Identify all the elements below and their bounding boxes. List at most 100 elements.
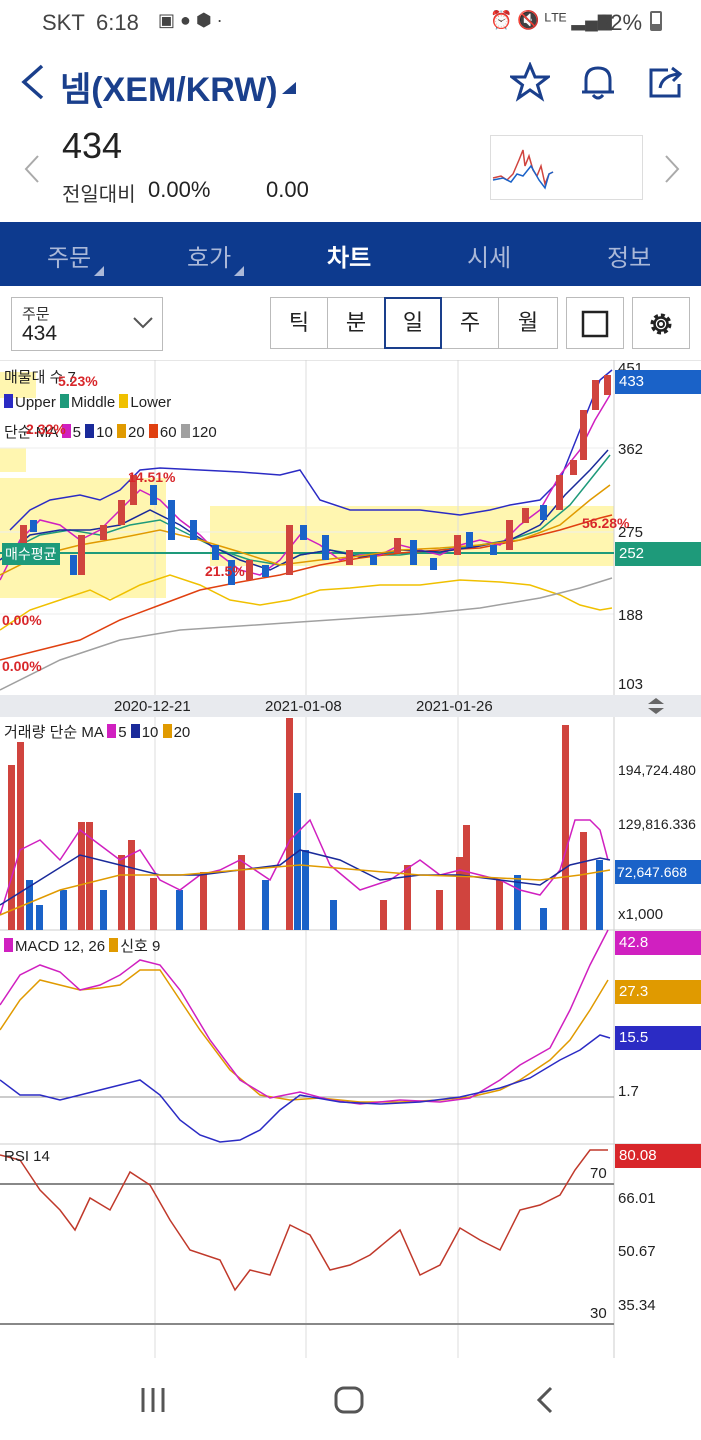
vol-ma20-label: 20 <box>173 724 191 741</box>
period-minute-button[interactable]: 분 <box>327 297 385 349</box>
y-tick: 103 <box>618 676 644 693</box>
tab-order[interactable]: 주문 <box>47 245 92 272</box>
chevron-down-icon <box>133 317 153 329</box>
macd-label: MACD 12, 26 <box>15 938 106 955</box>
layout-button[interactable] <box>566 297 624 349</box>
current-price: 434 <box>62 125 123 166</box>
ma20-label: 20 <box>128 424 145 441</box>
upper-band-label: Upper <box>15 394 56 411</box>
app-header: 넴(XEM/KRW) <box>0 44 701 120</box>
battery-level: 32% <box>598 10 643 35</box>
macd-swatch <box>4 938 13 952</box>
change-percent: 0.00% <box>148 177 211 202</box>
ma10-label: 10 <box>96 424 113 441</box>
order-select[interactable]: 주문 434 <box>11 297 163 351</box>
profile-label: 5.23% <box>58 373 98 389</box>
candlesticks <box>20 375 611 585</box>
tab-order-corner-icon <box>94 266 104 276</box>
upper-band-swatch <box>4 394 13 408</box>
profile-label: 21.5% <box>205 563 245 579</box>
middle-band-label: Middle <box>71 394 116 411</box>
volume-profile-legend: 매물대 수 7 <box>4 369 76 386</box>
settings-button[interactable] <box>632 297 690 349</box>
current-price-badge: 433 <box>615 370 701 394</box>
mini-chart-line <box>492 149 554 190</box>
y-tick: 275 <box>618 524 644 541</box>
period-day-button[interactable]: 일 <box>384 297 442 349</box>
period-week-button[interactable]: 주 <box>441 297 499 349</box>
ma60-swatch <box>148 424 158 438</box>
avg-price-label: 매수평균 <box>2 543 60 565</box>
x-label: 2020-12-21 <box>114 698 191 715</box>
volume-bars <box>8 718 603 930</box>
gear-icon <box>650 313 672 335</box>
avg-price-badge: 252 <box>615 542 701 566</box>
carrier: SKT <box>42 10 85 35</box>
volume-badge: 72,647.668 <box>615 860 701 884</box>
period-month-button[interactable]: 월 <box>498 297 558 349</box>
x-label: 2021-01-26 <box>416 698 493 715</box>
resize-handle-icon[interactable] <box>647 697 665 715</box>
macd-y-tick: 1.7 <box>618 1083 639 1100</box>
x-label: 2021-01-08 <box>265 698 342 715</box>
volume-legend: 거래량 단순 MA 5 10 20 <box>4 721 190 742</box>
square-icon <box>581 310 609 338</box>
volume-y-tick: 194,724.480 <box>618 762 696 778</box>
change-label: 전일대비 <box>62 184 136 206</box>
rsi-badge: 80.08 <box>615 1144 701 1168</box>
signal-badge: 27.3 <box>615 980 701 1004</box>
macd-legend: MACD 12, 26 신호 9 <box>4 935 160 956</box>
page-title[interactable]: 넴(XEM/KRW) <box>60 71 278 109</box>
profile-label: 14.51% <box>128 469 176 485</box>
share-icon[interactable] <box>646 62 686 102</box>
y-tick: 362 <box>618 441 644 458</box>
back-arrow-icon[interactable] <box>18 64 48 100</box>
caret-down-icon[interactable] <box>282 82 296 94</box>
rsi-legend: RSI 14 <box>4 1148 50 1165</box>
vol-ma10-label: 10 <box>141 724 159 741</box>
tab-chart[interactable]: 차트 <box>327 245 372 272</box>
tab-bar: 주문 호가 차트 시세 정보 <box>0 222 701 286</box>
bell-icon[interactable] <box>578 62 618 102</box>
signal-label: 신호 9 <box>120 938 161 955</box>
profile-label: 2.32% <box>26 421 66 437</box>
profile-label: 0.00% <box>2 658 42 674</box>
tab-quote[interactable]: 시세 <box>467 245 512 272</box>
tab-orderbook-corner-icon <box>234 266 244 276</box>
ma5-label: 5 <box>72 424 81 441</box>
rsi-y-tick: 50.67 <box>618 1243 656 1260</box>
ma-legend-prefix: 단순 MA <box>4 424 58 441</box>
ma5-swatch <box>61 424 71 438</box>
vol-ma10-swatch <box>130 724 140 738</box>
ma20-swatch <box>117 424 126 438</box>
status-bar: SKT 6:18 ▣ ● ⬢ · ⏰ 🔇 ᴸᵀᴱ ▂▄▆ 32% <box>0 0 701 44</box>
macd-badge: 42.8 <box>615 931 701 955</box>
clock: 6:18 <box>96 10 139 35</box>
back-nav-icon[interactable] <box>535 1386 555 1414</box>
tab-orderbook[interactable]: 호가 <box>187 245 232 272</box>
y-tick: 188 <box>618 607 644 624</box>
signal-swatch <box>109 938 119 952</box>
rsi-lower-line-label: 30 <box>590 1305 607 1322</box>
profile-label: 56.28% <box>582 515 630 531</box>
chart-canvas[interactable] <box>0 360 701 1360</box>
star-icon[interactable] <box>510 62 550 102</box>
recent-apps-icon[interactable] <box>138 1386 168 1414</box>
volume-legend-prefix: 거래량 단순 MA <box>4 724 104 741</box>
home-icon[interactable] <box>334 1386 364 1414</box>
ma120-swatch <box>180 424 190 438</box>
prev-arrow-icon[interactable] <box>24 154 40 184</box>
period-tick-button[interactable]: 틱 <box>270 297 328 349</box>
tab-info[interactable]: 정보 <box>607 245 652 272</box>
ma120-label: 120 <box>191 424 217 441</box>
ma10-swatch <box>85 424 95 438</box>
vol-ma5-label: 5 <box>118 724 127 741</box>
oscillator-badge: 15.5 <box>615 1026 701 1050</box>
next-arrow-icon[interactable] <box>664 154 680 184</box>
lower-band-swatch <box>119 394 129 408</box>
ma60-label: 60 <box>159 424 177 441</box>
system-nav-bar <box>0 1360 701 1440</box>
mini-chart <box>490 135 643 200</box>
rsi-y-tick: 35.34 <box>618 1297 656 1314</box>
lower-band-label: Lower <box>130 394 172 411</box>
